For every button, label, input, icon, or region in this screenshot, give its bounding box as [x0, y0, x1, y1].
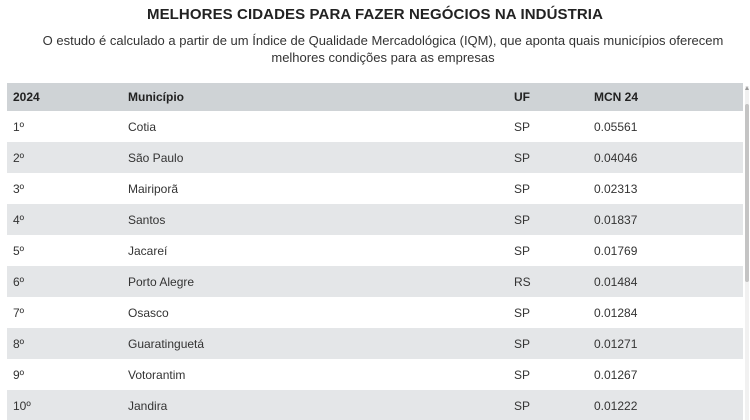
cell-uf: SP [514, 111, 594, 142]
column-header-uf[interactable]: UF [514, 83, 594, 111]
cell-rank: 8º [7, 328, 128, 359]
cell-city: Osasco [128, 297, 514, 328]
cell-uf: SP [514, 359, 594, 390]
cell-mcn: 0.01222 [594, 390, 743, 420]
cell-rank: 9º [7, 359, 128, 390]
cell-mcn: 0.01284 [594, 297, 743, 328]
cell-rank: 10º [7, 390, 128, 420]
scroll-up-arrow-icon[interactable] [745, 86, 749, 90]
cell-city: São Paulo [128, 142, 514, 173]
cell-mcn: 0.01267 [594, 359, 743, 390]
cell-city: Santos [128, 204, 514, 235]
ranking-table: 2024 Município UF MCN 24 1º Cotia SP 0.0… [7, 83, 743, 420]
cell-city: Jacareí [128, 235, 514, 266]
cell-city: Votorantim [128, 359, 514, 390]
column-header-city[interactable]: Município [128, 83, 514, 111]
table-row: 2º São Paulo SP 0.04046 [7, 142, 743, 173]
table-row: 1º Cotia SP 0.05561 [7, 111, 743, 142]
cell-rank: 7º [7, 297, 128, 328]
vertical-scrollbar[interactable] [745, 86, 749, 420]
cell-uf: RS [514, 266, 594, 297]
table-row: 8º Guaratinguetá SP 0.01271 [7, 328, 743, 359]
cell-mcn: 0.05561 [594, 111, 743, 142]
cell-city: Cotia [128, 111, 514, 142]
cell-mcn: 0.01271 [594, 328, 743, 359]
table-row: 10º Jandira SP 0.01222 [7, 390, 743, 420]
cell-rank: 2º [7, 142, 128, 173]
table-row: 6º Porto Alegre RS 0.01484 [7, 266, 743, 297]
cell-rank: 3º [7, 173, 128, 204]
cell-city: Jandira [128, 390, 514, 420]
cell-mcn: 0.01837 [594, 204, 743, 235]
table-row: 4º Santos SP 0.01837 [7, 204, 743, 235]
column-header-mcn[interactable]: MCN 24 [594, 83, 743, 111]
cell-uf: SP [514, 390, 594, 420]
cell-uf: SP [514, 173, 594, 204]
cell-uf: SP [514, 142, 594, 173]
cell-mcn: 0.04046 [594, 142, 743, 173]
cell-mcn: 0.01769 [594, 235, 743, 266]
cell-rank: 6º [7, 266, 128, 297]
cell-uf: SP [514, 328, 594, 359]
ranking-table-container: 2024 Município UF MCN 24 1º Cotia SP 0.0… [7, 83, 743, 420]
cell-rank: 5º [7, 235, 128, 266]
page-title: MELHORES CIDADES PARA FAZER NEGÓCIOS NA … [146, 6, 604, 23]
page-subtitle: O estudo é calculado a partir de um Índi… [42, 33, 724, 65]
table-row: 7º Osasco SP 0.01284 [7, 297, 743, 328]
cell-city: Mairiporã [128, 173, 514, 204]
cell-rank: 1º [7, 111, 128, 142]
cell-city: Porto Alegre [128, 266, 514, 297]
table-row: 3º Mairiporã SP 0.02313 [7, 173, 743, 204]
table-header-row: 2024 Município UF MCN 24 [7, 83, 743, 111]
scrollbar-thumb[interactable] [745, 104, 749, 282]
cell-uf: SP [514, 297, 594, 328]
cell-mcn: 0.02313 [594, 173, 743, 204]
cell-mcn: 0.01484 [594, 266, 743, 297]
cell-uf: SP [514, 204, 594, 235]
column-header-year[interactable]: 2024 [7, 83, 128, 111]
cell-uf: SP [514, 235, 594, 266]
cell-city: Guaratinguetá [128, 328, 514, 359]
table-row: 5º Jacareí SP 0.01769 [7, 235, 743, 266]
cell-rank: 4º [7, 204, 128, 235]
table-row: 9º Votorantim SP 0.01267 [7, 359, 743, 390]
